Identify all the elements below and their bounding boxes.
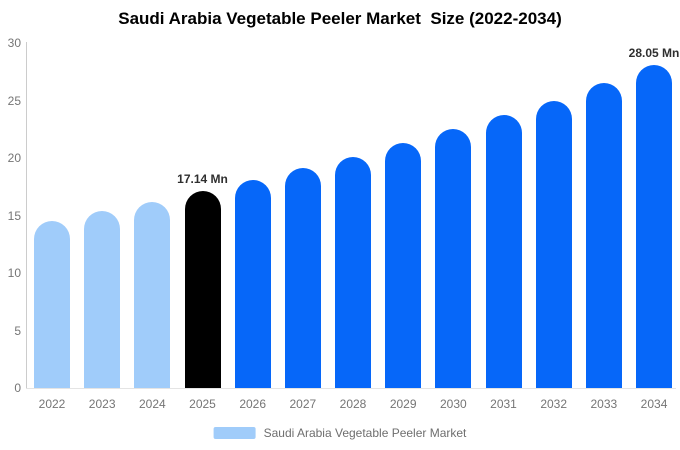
x-axis-label: 2028 [339,397,367,411]
bar-2025 [184,190,221,388]
chart-title: Saudi Arabia Vegetable Peeler Market Siz… [118,9,562,28]
bar-2030 [435,129,472,388]
y-axis-label: 25 [7,93,21,108]
x-axis-line [26,388,676,389]
bar-2027 [284,168,321,388]
x-axis-label: 2023 [88,397,116,411]
bar-2031 [485,115,522,388]
value-label-2034: 28.05 Mn [628,46,680,61]
x-axis-label: 2034 [640,397,668,411]
x-axis-label: 2022 [38,397,66,411]
bar-2024 [134,201,171,388]
x-axis-label: 2030 [440,397,467,411]
y-axis-label: 20 [7,151,21,165]
x-axis-label: 2032 [540,397,568,411]
bar-2033 [585,83,622,388]
x-axis-label: 2033 [590,397,618,411]
x-axis-label: 2026 [239,397,267,411]
x-axis-label: 2024 [138,397,166,411]
bar-2032 [535,100,572,388]
bar-2034 [636,65,673,388]
bar-2026 [234,179,271,388]
y-axis-label: 10 [7,266,21,280]
y-axis-label: 30 [7,36,21,50]
value-label-2025: 17.14 Mn [177,171,228,186]
y-axis-line [26,42,27,388]
bar-2022 [34,221,70,388]
x-axis-label: 2027 [289,397,317,411]
bar-2029 [385,143,422,388]
y-axis-label: 15 [7,208,21,223]
legend-item[interactable]: Saudi Arabia Vegetable Peeler Market [213,426,467,440]
y-axis-label: 5 [14,323,21,338]
bar-2028 [335,156,372,388]
legend-label: Saudi Arabia Vegetable Peeler Market [263,426,467,440]
x-axis-label: 2031 [490,397,517,411]
bar-2023 [84,210,121,388]
x-axis-label: 2029 [389,397,417,411]
legend-swatch [213,427,256,439]
x-axis-label: 2025 [189,397,216,411]
y-axis-label: 0 [14,381,21,395]
